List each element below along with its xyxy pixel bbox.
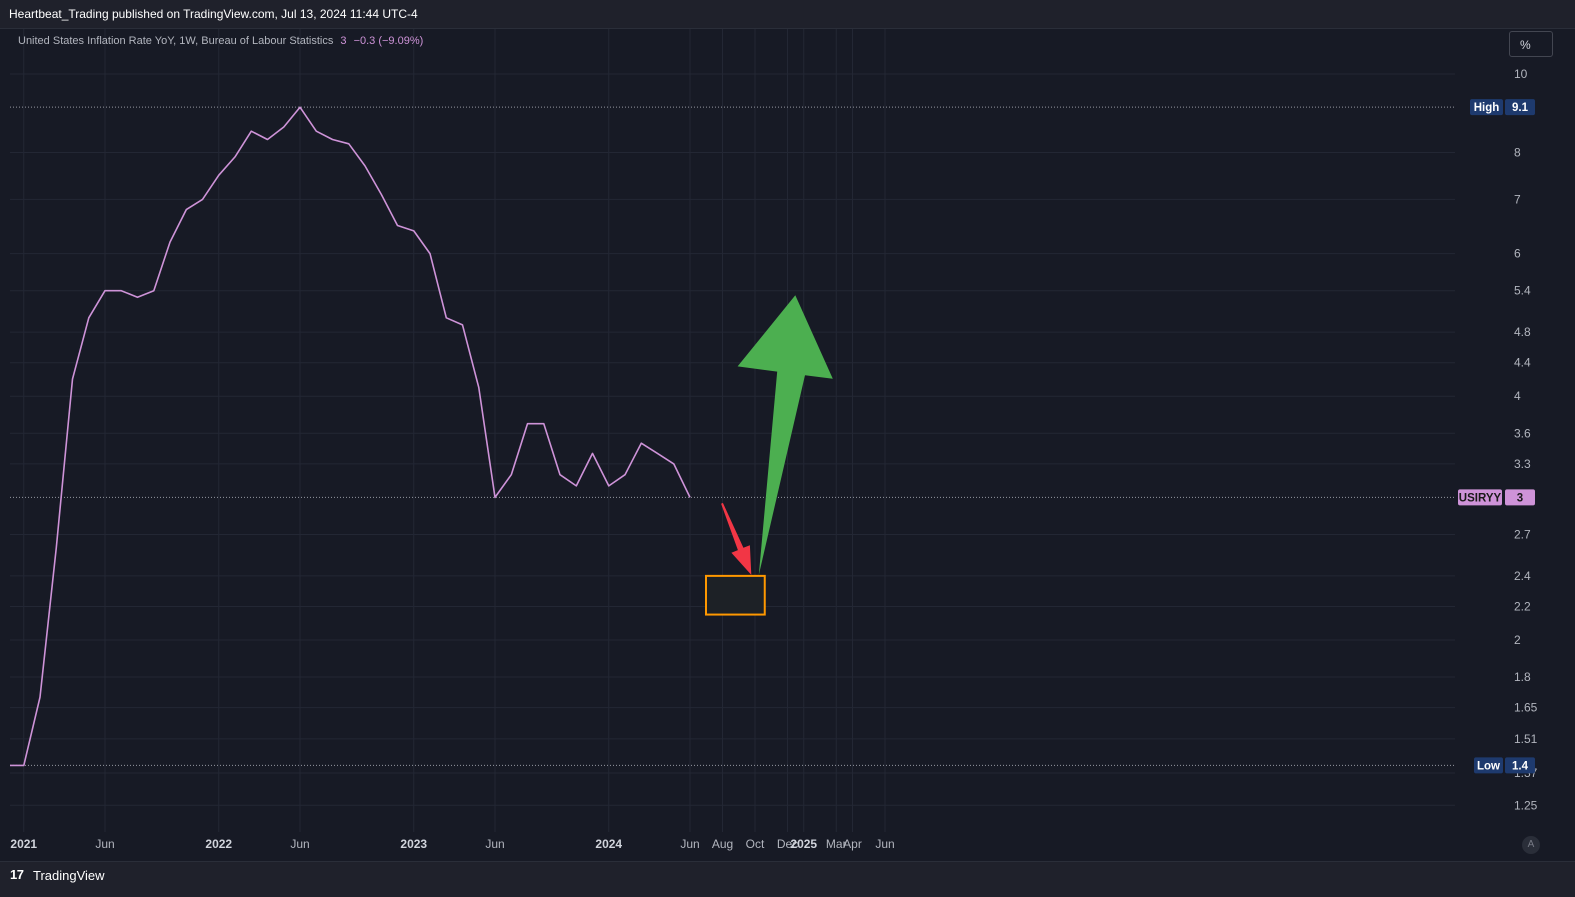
y-tick-label: 3.6 bbox=[1514, 426, 1531, 440]
grid-lines bbox=[10, 29, 1455, 832]
y-tick-label: 2.4 bbox=[1514, 569, 1531, 583]
series-layer bbox=[10, 106, 691, 767]
legend-title: United States Inflation Rate YoY, 1W, Bu… bbox=[18, 35, 334, 47]
y-tick-label: 1.8 bbox=[1514, 670, 1531, 684]
y-tick-label: 8 bbox=[1514, 145, 1521, 159]
y-tick-label: 3.3 bbox=[1514, 457, 1531, 471]
legend-last-value: 3 bbox=[340, 35, 347, 47]
annotations bbox=[705, 295, 833, 616]
price-markers: High 9.1 USIRYY 3 Low 1.4 bbox=[1458, 99, 1535, 774]
series-last-value: 3 bbox=[1517, 492, 1523, 504]
x-tick-label: Jun bbox=[95, 837, 114, 851]
published-info: Heartbeat_Trading published on TradingVi… bbox=[9, 7, 418, 21]
x-tick-label: 2024 bbox=[595, 837, 622, 851]
high-label-bg bbox=[1470, 99, 1503, 116]
y-tick-label: 10 bbox=[1514, 67, 1528, 81]
x-tick-label: 2021 bbox=[10, 837, 37, 851]
series-last-value-bg bbox=[1505, 489, 1535, 506]
footer-brand[interactable]: TradingView bbox=[33, 868, 105, 883]
y-tick-label: 4.8 bbox=[1514, 325, 1531, 339]
x-tick-label: Oct bbox=[746, 837, 765, 851]
x-tick-label: Jun bbox=[875, 837, 894, 851]
x-tick-label: Jun bbox=[485, 837, 504, 851]
high-label: High bbox=[1474, 102, 1500, 114]
low-value-bg bbox=[1505, 757, 1535, 774]
target-range-box bbox=[705, 574, 766, 616]
y-tick-label: 1.51 bbox=[1514, 732, 1538, 746]
down-arrow bbox=[721, 502, 752, 575]
inflation-series-line bbox=[10, 106, 691, 767]
x-tick-label: 2023 bbox=[400, 837, 427, 851]
high-value-bg bbox=[1505, 99, 1535, 116]
up-arrow bbox=[737, 295, 833, 575]
y-tick-label: 7 bbox=[1514, 192, 1521, 206]
x-tick-label: 2022 bbox=[205, 837, 232, 851]
legend-change: −0.3 (−9.09%) bbox=[353, 35, 424, 47]
low-label-bg bbox=[1474, 757, 1503, 774]
series-legend[interactable]: United States Inflation Rate YoY, 1W, Bu… bbox=[18, 35, 423, 47]
reference-lines bbox=[10, 106, 1455, 766]
x-tick-label: Jun bbox=[680, 837, 699, 851]
y-tick-label: 1.65 bbox=[1514, 701, 1538, 715]
y-tick-label: 1.25 bbox=[1514, 798, 1538, 812]
y-axis[interactable]: 10 8 7 6 5.4 4.8 4.4 4 3.6 3.3 2.7 2.4 2.2 2 1.8 1.65 1.… bbox=[1514, 67, 1538, 812]
x-axis[interactable]: 2021 Jun 2022 Jun 2023 Jun 2024 Jun Aug Oct Dec202… bbox=[10, 837, 894, 851]
y-tick-label: 2.7 bbox=[1514, 527, 1531, 541]
high-value: 9.1 bbox=[1512, 102, 1529, 114]
y-tick-label: 5.4 bbox=[1514, 284, 1531, 298]
x-tick-label: Jun bbox=[290, 837, 309, 851]
y-tick-label: 4 bbox=[1514, 389, 1521, 403]
x-tick-label: Dec bbox=[777, 837, 798, 851]
y-tick-label: 4.4 bbox=[1514, 356, 1531, 370]
low-label: Low bbox=[1477, 760, 1500, 772]
x-tick-label: 2025 bbox=[790, 837, 817, 851]
percent-scale-button[interactable]: % bbox=[1509, 31, 1553, 57]
low-value: 1.4 bbox=[1512, 760, 1529, 772]
x-tick-label: Aug bbox=[712, 837, 733, 851]
y-tick-label: 2.2 bbox=[1514, 599, 1531, 613]
tradingview-logo-icon[interactable]: 17 bbox=[10, 867, 24, 882]
footer-bar bbox=[0, 862, 1575, 897]
y-tick-label: 6 bbox=[1514, 247, 1521, 261]
y-tick-label: 2 bbox=[1514, 633, 1521, 647]
series-symbol-label-bg bbox=[1458, 489, 1502, 506]
series-symbol-label: USIRYY bbox=[1459, 492, 1502, 504]
auto-scale-button[interactable]: A bbox=[1522, 836, 1540, 854]
publish-header: Heartbeat_Trading published on TradingVi… bbox=[0, 0, 1575, 28]
x-tick-label: Mar bbox=[826, 837, 847, 851]
x-tick-label: Apr bbox=[843, 837, 862, 851]
